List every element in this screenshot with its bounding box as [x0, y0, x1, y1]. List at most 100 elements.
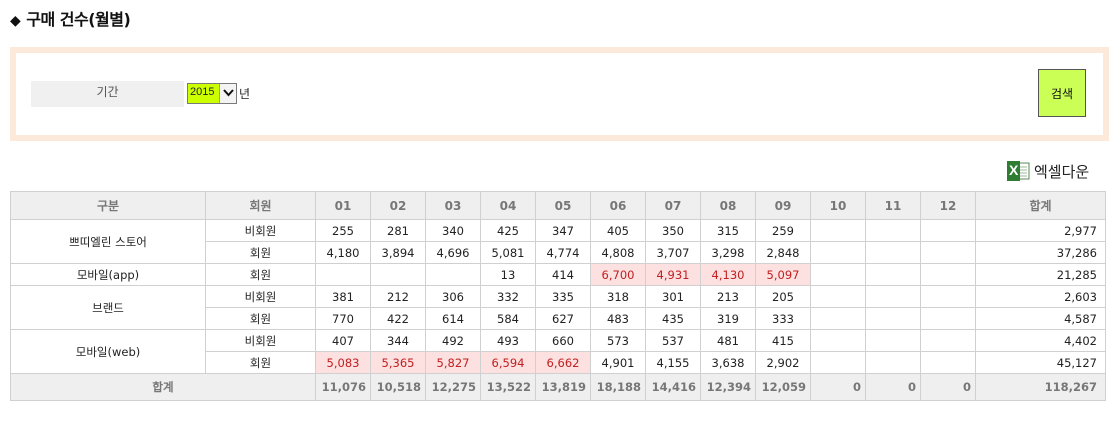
month-value-cell: 415: [755, 329, 811, 352]
member-type-cell: 회원: [205, 351, 316, 374]
table-footer-row: 합계 11,076 10,518 12,275 13,522 13,819 18,188 14…: [10, 373, 1106, 401]
month-value-cell: [920, 219, 976, 242]
month-value-cell: 6,594: [480, 351, 536, 374]
month-value-cell: [865, 329, 921, 352]
excel-icon-letter: X: [1009, 162, 1019, 178]
footer-month-total: 0: [810, 373, 866, 401]
month-value-cell: [315, 263, 371, 286]
row-total-cell: 45,127: [975, 351, 1106, 374]
month-value-cell: 407: [315, 329, 371, 352]
month-value-cell: 3,707: [645, 241, 701, 264]
footer-month-total: 11,076: [315, 373, 371, 401]
footer-month-total: 12,275: [425, 373, 481, 401]
month-value-cell: 344: [370, 329, 426, 352]
month-value-cell: 405: [590, 219, 646, 242]
column-header: 02: [370, 191, 426, 220]
column-header: 06: [590, 191, 646, 220]
month-value-cell: 13: [480, 263, 536, 286]
diamond-icon: ◆: [10, 13, 21, 29]
member-type-cell: 회원: [205, 263, 316, 286]
month-value-cell: 335: [535, 285, 591, 308]
month-value-cell: 301: [645, 285, 701, 308]
year-select[interactable]: 2015: [187, 82, 237, 104]
row-total-cell: 4,587: [975, 307, 1106, 330]
month-value-cell: 347: [535, 219, 591, 242]
month-value-cell: 4,696: [425, 241, 481, 264]
year-select-value: 2015: [188, 83, 219, 103]
footer-month-total: 13,819: [535, 373, 591, 401]
month-value-cell: 4,774: [535, 241, 591, 264]
month-value-cell: 414: [535, 263, 591, 286]
month-value-cell: 614: [425, 307, 481, 330]
month-value-cell: [810, 351, 866, 374]
month-value-cell: [920, 241, 976, 264]
row-total-cell: 37,286: [975, 241, 1106, 264]
month-value-cell: [425, 263, 481, 286]
month-value-cell: 213: [700, 285, 756, 308]
table-row: 모바일(web) 비회원 407 344 492 493 660 573 537 481 415 4,…: [10, 329, 1106, 374]
month-value-cell: 6,700: [590, 263, 646, 286]
excel-download-button[interactable]: X 엑셀다운: [1006, 160, 1089, 182]
month-value-cell: 315: [700, 219, 756, 242]
month-value-cell: 5,097: [755, 263, 811, 286]
year-unit-label: 년: [239, 86, 251, 101]
footer-label: 합계: [10, 373, 316, 401]
column-header: 12: [920, 191, 976, 220]
month-value-cell: 6,662: [535, 351, 591, 374]
month-value-cell: 4,931: [645, 263, 701, 286]
member-type-cell: 비회원: [205, 285, 316, 308]
month-value-cell: 205: [755, 285, 811, 308]
footer-month-total: 14,416: [645, 373, 701, 401]
month-value-cell: 4,155: [645, 351, 701, 374]
page-title-text: 구매 건수(월별): [26, 10, 131, 29]
footer-month-total: 18,188: [590, 373, 646, 401]
month-value-cell: 306: [425, 285, 481, 308]
month-value-cell: [810, 263, 866, 286]
month-value-cell: 5,365: [370, 351, 426, 374]
month-value-cell: 435: [645, 307, 701, 330]
purchase-count-table: 구분 회원 01 02 03 04 05 06 07 08 09 10 11 12 합계 쁘띠엘린 스토어 비…: [10, 191, 1106, 401]
channel-cell: 쁘띠엘린 스토어: [10, 219, 206, 264]
search-button[interactable]: 검색: [1038, 69, 1086, 117]
month-value-cell: 5,083: [315, 351, 371, 374]
row-total-cell: 2,603: [975, 285, 1106, 308]
month-value-cell: 660: [535, 329, 591, 352]
month-value-cell: 281: [370, 219, 426, 242]
month-value-cell: [865, 351, 921, 374]
month-value-cell: [920, 285, 976, 308]
month-value-cell: [920, 307, 976, 330]
channel-cell: 모바일(app): [10, 263, 206, 286]
member-type-cell: 비회원: [205, 329, 316, 352]
column-header: 08: [700, 191, 756, 220]
month-value-cell: [865, 219, 921, 242]
month-value-cell: 627: [535, 307, 591, 330]
month-value-cell: [920, 263, 976, 286]
month-value-cell: 381: [315, 285, 371, 308]
month-value-cell: 333: [755, 307, 811, 330]
month-value-cell: [865, 285, 921, 308]
month-value-cell: 770: [315, 307, 371, 330]
month-value-cell: 537: [645, 329, 701, 352]
month-value-cell: 492: [425, 329, 481, 352]
column-header: 05: [535, 191, 591, 220]
month-value-cell: 2,902: [755, 351, 811, 374]
month-value-cell: 4,180: [315, 241, 371, 264]
row-total-cell: 4,402: [975, 329, 1106, 352]
month-value-cell: [810, 219, 866, 242]
month-value-cell: 332: [480, 285, 536, 308]
footer-month-total: 0: [920, 373, 976, 401]
chevron-down-icon[interactable]: [219, 83, 236, 103]
footer-month-total: 10,518: [370, 373, 426, 401]
member-type-cell: 회원: [205, 307, 316, 330]
year-select-group: 2015 년: [187, 82, 251, 104]
month-value-cell: 425: [480, 219, 536, 242]
member-type-cell: 비회원: [205, 219, 316, 242]
month-value-cell: 350: [645, 219, 701, 242]
month-value-cell: 481: [700, 329, 756, 352]
month-value-cell: 259: [755, 219, 811, 242]
column-header: 회원: [205, 191, 316, 220]
excel-download-label: 엑셀다운: [1034, 162, 1090, 181]
month-value-cell: 319: [700, 307, 756, 330]
month-value-cell: 255: [315, 219, 371, 242]
column-header: 07: [645, 191, 701, 220]
